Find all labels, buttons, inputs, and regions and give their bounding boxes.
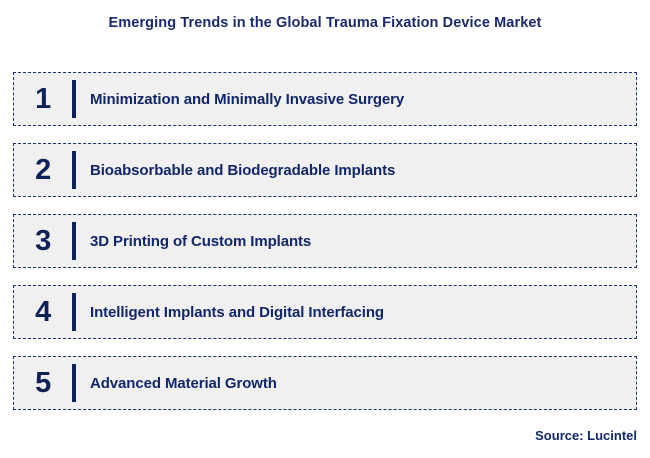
list-item[interactable]: 1 Minimization and Minimally Invasive Su… — [13, 72, 637, 126]
vertical-divider-bar — [72, 80, 76, 118]
trend-label: Minimization and Minimally Invasive Surg… — [90, 90, 405, 108]
trend-rank-number: 3 — [35, 224, 51, 257]
trend-rank-number: 1 — [35, 82, 51, 115]
list-item[interactable]: 5 Advanced Material Growth — [13, 356, 637, 410]
list-item[interactable]: 3 3D Printing of Custom Implants — [13, 214, 637, 268]
trend-list: 1 Minimization and Minimally Invasive Su… — [13, 72, 637, 410]
list-item[interactable]: 2 Bioabsorbable and Biodegradable Implan… — [13, 143, 637, 197]
trend-label: Intelligent Implants and Digital Interfa… — [90, 303, 384, 321]
vertical-divider-bar — [72, 364, 76, 402]
trend-rank-number: 5 — [35, 366, 51, 399]
trend-rank-number: 2 — [35, 153, 51, 186]
source-attribution: Source: Lucintel — [535, 428, 637, 443]
vertical-divider-bar — [72, 151, 76, 189]
trend-label: Bioabsorbable and Biodegradable Implants — [90, 161, 396, 179]
vertical-divider-bar — [72, 222, 76, 260]
trend-label: Advanced Material Growth — [90, 374, 277, 392]
trend-label: 3D Printing of Custom Implants — [90, 232, 312, 250]
vertical-divider-bar — [72, 293, 76, 331]
page-title: Emerging Trends in the Global Trauma Fix… — [108, 15, 542, 31]
trend-rank-number: 4 — [35, 295, 51, 328]
list-item[interactable]: 4 Intelligent Implants and Digital Inter… — [13, 285, 637, 339]
